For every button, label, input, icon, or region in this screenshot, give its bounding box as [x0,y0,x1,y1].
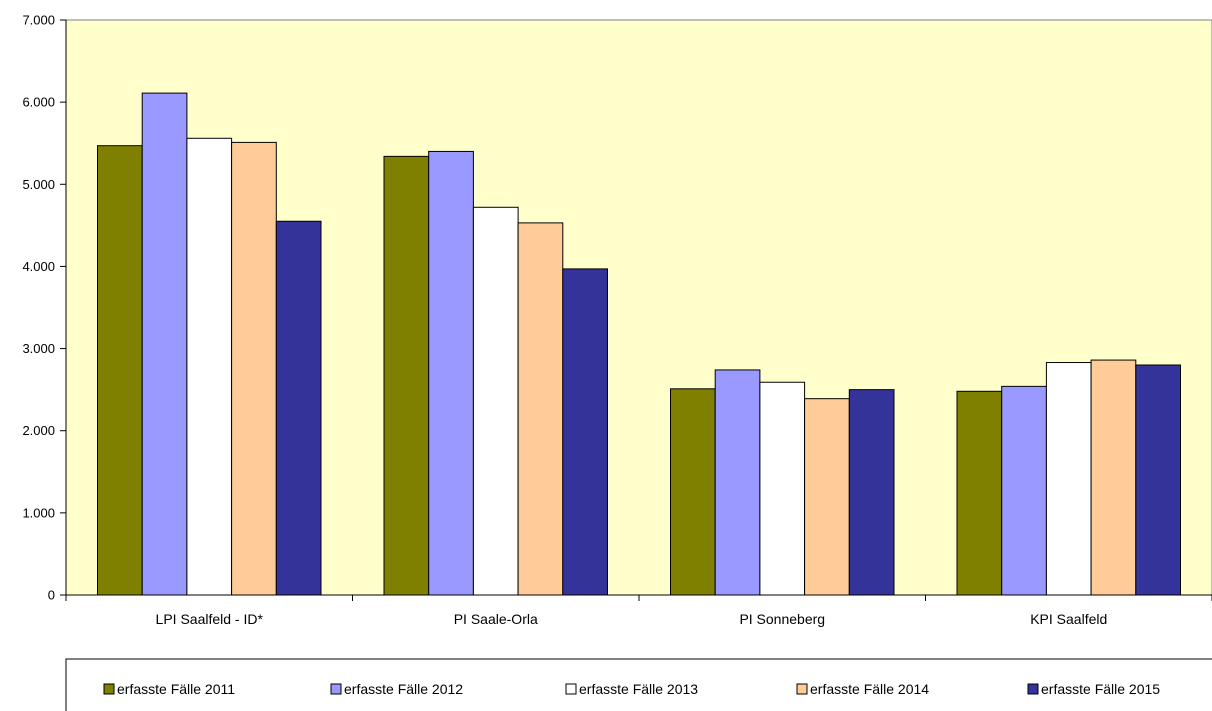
y-tick-label: 4.000 [22,259,55,274]
bar [141,92,188,596]
bar [670,388,716,596]
bar [383,155,430,596]
bar [804,398,850,596]
legend: erfasste Fälle 2011 erfasste Fälle 2012 er… [65,658,1212,711]
legend-label: erfasste Fälle 2015 [1041,681,1160,697]
bar [714,369,761,596]
y-tick-label: 7.000 [22,13,55,28]
legend-swatch [796,683,808,695]
y-tick-label: 6.000 [22,95,55,110]
y-tick-label: 5.000 [22,177,55,192]
legend-label: erfasste Fälle 2013 [579,681,698,697]
x-axis: LPI Saalfeld - ID* PI Saale-Orla PI Sonneb… [65,594,1212,627]
bar [1045,362,1092,596]
x-tick-label: PI Saale-Orla [454,611,538,627]
y-axis: 0 1.000 2.000 3.000 4.000 5.000 6.000 7.000 [22,13,67,603]
legend-box [65,658,1212,711]
x-tick-label: LPI Saalfeld - ID* [156,611,264,627]
legend-swatch [330,683,342,695]
bar [759,381,806,596]
legend-label: erfasste Fälle 2012 [344,681,463,697]
bar [472,206,519,596]
bar [1001,385,1047,596]
bar [97,145,143,596]
bar [956,390,1003,596]
x-tick-label: KPI Saalfeld [1030,611,1107,627]
bar [1135,364,1182,596]
bar [1090,359,1137,596]
y-tick-label: 0 [48,588,55,603]
legend-swatch [1027,683,1039,695]
bar [275,220,322,596]
bar [848,389,895,596]
bar [428,150,474,596]
bar [231,141,277,596]
bar [517,222,564,596]
x-tick-label: PI Sonneberg [739,611,825,627]
y-tick-label: 3.000 [22,341,55,356]
legend-label: erfasste Fälle 2014 [810,681,929,697]
bars [97,92,1182,596]
bar [562,268,608,596]
legend-swatch [103,683,115,695]
legend-swatch [565,683,577,695]
y-tick-label: 1.000 [22,505,55,520]
y-tick-label: 2.000 [22,423,55,438]
legend-label: erfasste Fälle 2011 [117,681,235,697]
bar [186,137,233,596]
